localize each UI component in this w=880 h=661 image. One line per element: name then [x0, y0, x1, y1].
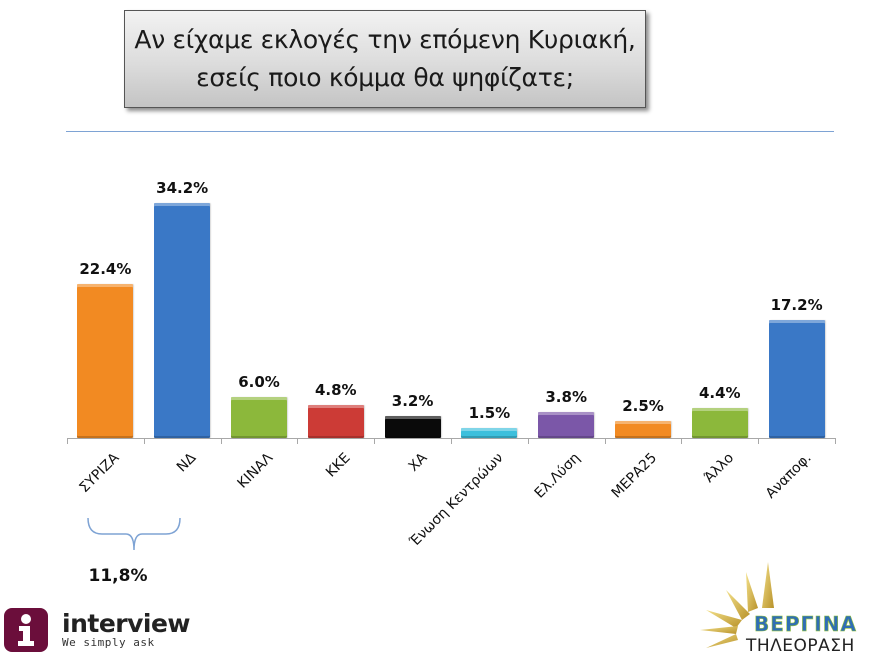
- vergina-logo-subtitle: ΤΗΛΕΟΡΑΣΗ: [746, 636, 855, 656]
- x-axis-tick: [835, 438, 836, 444]
- bar-3: [231, 397, 287, 438]
- interview-logo-tagline: We simply ask: [62, 635, 155, 649]
- chart-title-line-2: εσείς ποιο κόμμα θα ψηφίζατε;: [196, 63, 574, 92]
- bar-value-label: 3.8%: [545, 388, 587, 406]
- x-axis-category-label: Ελ.Λύση: [531, 450, 584, 502]
- bar-value-label: 4.8%: [314, 381, 357, 399]
- x-axis-tick: [527, 438, 529, 444]
- bar-8: [615, 421, 671, 438]
- bar-value-label: 3.2%: [391, 392, 434, 410]
- bar-7: [538, 412, 595, 438]
- bar-value-label: 4.4%: [698, 384, 741, 402]
- x-axis-category-label: Αναποφ.: [762, 450, 815, 502]
- bar-value-label: 2.5%: [622, 397, 664, 415]
- curly-brace-annotation: [87, 517, 181, 551]
- x-axis-category-label: ΣΥΡΙΖΑ: [76, 450, 123, 497]
- x-axis-tick: [220, 438, 222, 444]
- x-axis-category-label: ΧΑ: [405, 450, 431, 475]
- x-axis-category-label: ΚΙΝΑΛ: [234, 450, 277, 492]
- brace-annotation-value: 11,8%: [88, 566, 148, 586]
- bar-value-label: 6.0%: [238, 373, 280, 391]
- x-axis-tick: [451, 438, 452, 444]
- x-axis-tick: [297, 438, 299, 444]
- x-axis-tick: [143, 438, 145, 444]
- x-axis-tick: [67, 438, 68, 444]
- x-axis-category-label: Άλλο: [701, 450, 737, 486]
- bar-value-label: 1.5%: [468, 404, 511, 422]
- bar-value-label: 22.4%: [79, 260, 132, 278]
- bar-4: [307, 405, 364, 438]
- vergina-logo-name: ΒΕΡΓΙΝΑ: [754, 612, 857, 637]
- x-axis-tick: [604, 438, 606, 444]
- bar-2: [154, 203, 211, 438]
- sun-rays-icon: [700, 562, 774, 648]
- chart-title-box: Αν είχαμε εκλογές την επόμενη Κυριακή, ε…: [124, 10, 646, 108]
- bar-5: [384, 416, 441, 438]
- interview-logo-name: interview: [62, 608, 191, 638]
- x-axis-tick: [374, 438, 376, 444]
- bar-6: [461, 428, 518, 438]
- info-i-icon: [4, 608, 48, 652]
- x-axis-category-label: ΚΚΕ: [322, 450, 354, 481]
- x-axis-tick: [681, 438, 683, 444]
- chart-title-line-1: Αν είχαμε εκλογές την επόμενη Κυριακή,: [134, 25, 636, 54]
- bar-1: [77, 284, 134, 438]
- bar-value-label: 34.2%: [156, 179, 209, 197]
- x-axis-category-label: ΜΕΡΑ25: [608, 450, 661, 502]
- bar-value-label: 17.2%: [770, 296, 823, 314]
- bar-9: [691, 408, 748, 438]
- title-separator-line: [66, 131, 834, 132]
- interview-logo: interview We simply ask: [4, 608, 191, 652]
- vergina-tv-logo: ΒΕΡΓΙΝΑ ΤΗΛΕΟΡΑΣΗ: [696, 560, 880, 660]
- bar-10: [768, 320, 825, 438]
- x-axis-category-label: ΝΔ: [174, 450, 200, 476]
- x-axis-tick: [758, 438, 760, 444]
